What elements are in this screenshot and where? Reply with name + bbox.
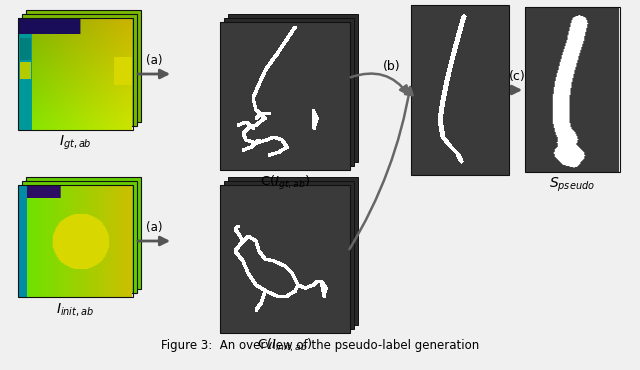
Text: (c): (c) xyxy=(509,70,525,83)
Bar xyxy=(224,181,354,329)
Text: $S_{pseudo}$: $S_{pseudo}$ xyxy=(549,176,595,194)
Bar xyxy=(26,177,141,289)
Bar xyxy=(220,185,350,333)
Text: (b): (b) xyxy=(383,60,401,73)
Text: (a): (a) xyxy=(146,54,163,67)
Bar xyxy=(220,22,350,170)
Bar xyxy=(228,177,358,325)
Bar xyxy=(224,18,354,166)
Bar xyxy=(411,5,509,175)
Bar xyxy=(26,10,141,122)
Bar xyxy=(18,18,133,130)
Bar xyxy=(18,185,133,297)
Text: $I_{init,ab}$: $I_{init,ab}$ xyxy=(56,301,94,318)
Text: $\mathrm{C}(I_{init,ab})$: $\mathrm{C}(I_{init,ab})$ xyxy=(257,337,313,354)
Text: $I_{gt,ab}$: $I_{gt,ab}$ xyxy=(59,134,92,152)
Bar xyxy=(525,7,620,172)
Text: (a): (a) xyxy=(146,221,163,234)
Bar xyxy=(22,181,137,293)
FancyArrowPatch shape xyxy=(349,87,413,249)
Bar xyxy=(22,14,137,126)
Text: Figure 3:  An overview of the pseudo-label generation: Figure 3: An overview of the pseudo-labe… xyxy=(161,339,479,352)
Text: $\mathrm{C}(I_{gt,ab})$: $\mathrm{C}(I_{gt,ab})$ xyxy=(260,174,310,192)
Bar xyxy=(228,14,358,162)
FancyArrowPatch shape xyxy=(351,74,408,94)
